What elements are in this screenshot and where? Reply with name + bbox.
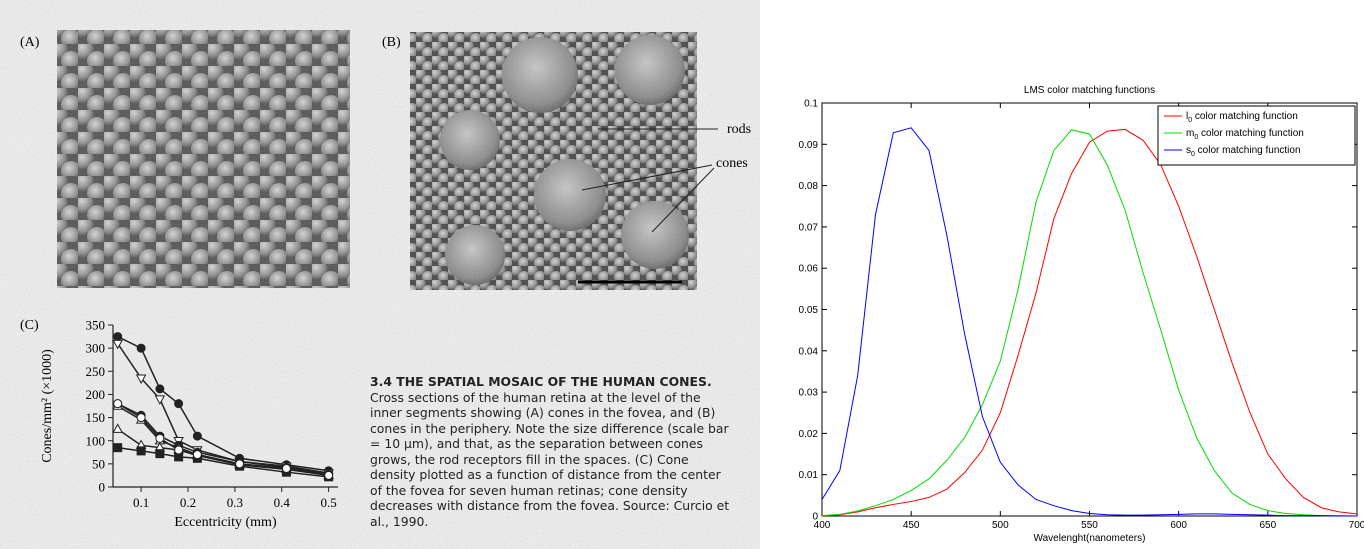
series-line: [821, 129, 1358, 517]
x-tick-label: 600: [1170, 520, 1187, 531]
y-tick-label: 0.01: [799, 470, 819, 481]
series-line: [821, 128, 1358, 517]
series-line: [117, 335, 329, 472]
panel-label: (A): [20, 35, 40, 50]
marker: [154, 395, 166, 405]
caption: 3.4 THE SPATIAL MOSAIC OF THE HUMAN CONE…: [370, 374, 736, 529]
y-tick-label: 350: [86, 318, 106, 333]
x-tick-label: 550: [1081, 520, 1098, 531]
panel-label: (C): [20, 318, 39, 333]
marker: [174, 445, 184, 455]
caption-text: Cross sections of the human retina at th…: [370, 389, 730, 529]
marker: [136, 446, 146, 456]
x-tick-label: 450: [903, 520, 920, 531]
marker: [235, 459, 245, 469]
marker: [136, 343, 146, 353]
marker: [324, 470, 334, 480]
x-axis-label: Wavelenght(nanometers): [1034, 533, 1146, 544]
y-axis-label: Cones/mm² (×1000): [40, 349, 55, 463]
photo-b-grain: [410, 32, 697, 290]
x-tick-label: 500: [992, 520, 1009, 531]
marker: [113, 443, 123, 453]
chart: 0 0.01 0.02 0.03 0.04 0.05 0.06 0.07 0.08 0.09 0.1…: [799, 85, 1364, 544]
marker: [192, 431, 202, 441]
pointer-line: [651, 167, 715, 233]
marker: [113, 399, 123, 409]
pointer-line: [581, 164, 713, 191]
marker: [112, 339, 123, 350]
y-tick-label: 0.1: [804, 99, 818, 110]
x-tick-label: 0.1: [133, 495, 149, 510]
caption-heading: 3.4 THE SPATIAL MOSAIC OF THE HUMAN CONE…: [370, 374, 712, 389]
x-tick-label: 0.2: [180, 495, 196, 510]
series-line: [117, 343, 329, 474]
marker: [113, 332, 123, 342]
x-axis-label: Eccentricity (mm): [174, 515, 277, 530]
legend-box: [1157, 105, 1356, 166]
marker: [155, 433, 165, 443]
photo-b: [410, 32, 697, 290]
y-tick-label: 50: [92, 456, 105, 471]
marker: [174, 399, 184, 409]
y-tick-label: 0.07: [799, 222, 819, 233]
x-tick-label: 700: [1349, 520, 1364, 531]
photo-a-grain: [57, 30, 350, 288]
y-tick-label: 200: [86, 387, 106, 402]
marker: [112, 423, 123, 433]
marker: [155, 384, 165, 394]
marker: [136, 413, 146, 423]
y-tick-label: 0.02: [799, 429, 819, 440]
y-tick-label: 250: [86, 364, 106, 379]
y-tick-label: 0.05: [799, 305, 819, 316]
y-tick-label: 0.04: [799, 346, 819, 357]
y-tick-label: 0: [812, 512, 818, 523]
x-tick-label: 650: [1259, 520, 1276, 531]
marker: [281, 463, 291, 473]
y-tick-label: 0.09: [799, 140, 819, 151]
marker: [135, 374, 147, 385]
x-tick-label: 0.5: [321, 495, 337, 510]
series-line: [117, 403, 329, 477]
plot-frame: [821, 102, 1358, 517]
chart: 0 50 100 150 200 250 300 350 0.1 0.2 0.3 0.4 0.5 Ecce…: [40, 318, 338, 530]
y-tick-label: 300: [86, 341, 106, 356]
series-line: [821, 127, 1357, 517]
x-tick-label: 400: [814, 520, 831, 531]
x-tick-label: 0.3: [227, 495, 243, 510]
legend-label: s0 color matching function: [1186, 145, 1301, 158]
y-tick-label: 0: [99, 480, 106, 495]
annotation: rods: [727, 122, 751, 137]
y-tick-label: 0.03: [799, 388, 819, 399]
marker: [155, 449, 165, 459]
y-tick-label: 100: [86, 433, 106, 448]
legend-label: l0 color matching function: [1186, 111, 1298, 124]
panel-label: (B): [382, 35, 401, 50]
y-tick-label: 150: [86, 410, 106, 425]
chart-title: LMS color matching functions: [1024, 85, 1155, 96]
annotation: cones: [716, 156, 748, 171]
x-tick-label: 0.4: [274, 495, 291, 510]
y-tick-label: 0.08: [799, 181, 819, 192]
marker: [192, 450, 202, 460]
y-tick-label: 0.06: [799, 264, 819, 275]
legend-label: m0 color matching function: [1186, 128, 1304, 141]
